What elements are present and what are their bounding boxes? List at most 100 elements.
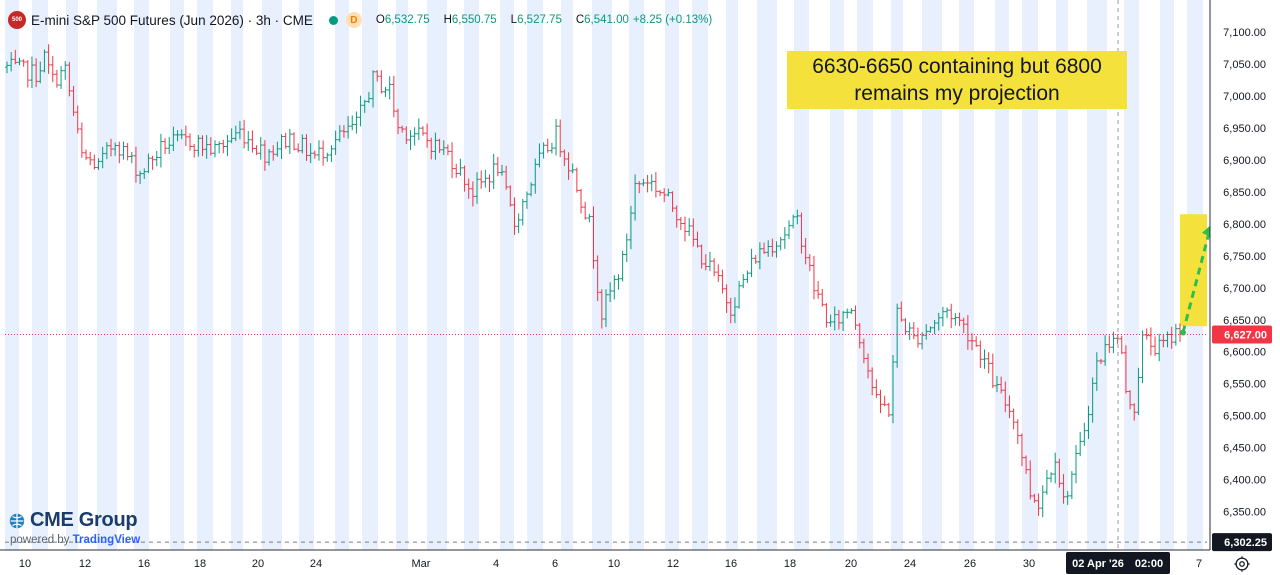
ohlc-low: L6,527.75 — [510, 14, 562, 26]
powered-by-line: powered by TradingView — [10, 534, 140, 546]
x-tick-label: 20 — [252, 558, 264, 570]
ohlc-high: H6,550.75 — [443, 14, 497, 26]
y-axis-panel — [1210, 0, 1280, 575]
x-tick-label: 18 — [784, 558, 796, 570]
session-band — [1160, 0, 1174, 550]
tradingview-text: TradingView — [72, 534, 141, 546]
current-price-tag — [1212, 325, 1272, 344]
session-band — [922, 0, 942, 550]
y-tick-label: 6,650.00 — [1223, 315, 1266, 327]
y-tick-label: 6,950.00 — [1223, 123, 1266, 135]
session-band — [995, 0, 1009, 550]
x-tick-label: 10 — [608, 558, 620, 570]
cme-watermark: CME Group powered by TradingView — [8, 509, 140, 546]
powered-by-text: powered by — [10, 534, 70, 546]
cme-globe-icon — [9, 513, 25, 528]
y-tick-label: 6,850.00 — [1223, 187, 1266, 199]
session-band — [231, 0, 243, 550]
session-band — [500, 0, 514, 550]
chart-legend: 500 E-mini S&P 500 Futures (Jun 2026) · … — [8, 10, 712, 30]
session-band — [1022, 0, 1038, 550]
y-tick-label: 6,350.00 — [1223, 507, 1266, 519]
session-band — [891, 0, 903, 550]
session-band — [464, 0, 479, 550]
y-tick-label: 6,750.00 — [1223, 251, 1266, 263]
session-band — [396, 0, 408, 550]
x-tick-label: 6 — [552, 558, 558, 570]
session-band — [830, 0, 844, 550]
x-tick-label: 12 — [667, 558, 679, 570]
annotation-line-2: remains my projection — [854, 82, 1060, 105]
session-band — [134, 0, 149, 550]
session-band — [527, 0, 543, 550]
annotation-line-1: 6630-6650 containing but 6800 — [812, 55, 1102, 78]
session-band — [427, 0, 447, 550]
x-tick-label: 4 — [493, 558, 499, 570]
session-band — [794, 0, 809, 550]
session-band — [561, 0, 573, 550]
x-tick-label: 20 — [845, 558, 857, 570]
y-tick-label: 7,100.00 — [1223, 27, 1266, 39]
gear-icon[interactable] — [1233, 555, 1251, 573]
session-band — [857, 0, 873, 550]
session-band — [170, 0, 184, 550]
session-band — [5, 0, 19, 550]
crosshair-time-tag — [1066, 552, 1170, 574]
session-band — [1056, 0, 1068, 550]
session-low-tag — [1212, 533, 1272, 552]
x-tick-label: Mar — [412, 558, 431, 570]
ohlc-close: C6,541.00 — [575, 14, 629, 26]
y-tick-label: 6,600.00 — [1223, 347, 1266, 359]
session-band — [692, 0, 708, 550]
session-low-label: 6,302.25 — [1224, 537, 1267, 549]
y-tick-label: 6,500.00 — [1223, 411, 1266, 423]
annotation-note[interactable]: 6630-6650 containing but 6800 remains my… — [787, 51, 1127, 109]
session-band — [197, 0, 213, 550]
y-tick-label: 6,450.00 — [1223, 443, 1266, 455]
x-tick-label: 24 — [310, 558, 322, 570]
session-band — [32, 0, 48, 550]
session-band — [66, 0, 78, 550]
market-status-icon[interactable] — [328, 15, 338, 25]
x-tick-label: 16 — [725, 558, 737, 570]
delayed-data-icon[interactable]: D — [345, 12, 362, 28]
y-tick-label: 6,700.00 — [1223, 283, 1266, 295]
x-tick-label: 7 — [1196, 558, 1202, 570]
cme-brand-text: CME Group — [30, 509, 138, 531]
x-tick-label: 24 — [904, 558, 916, 570]
x-tick-label: 30 — [1023, 558, 1035, 570]
session-band — [665, 0, 679, 550]
x-tick-label: 18 — [194, 558, 206, 570]
projection-arrow — [1181, 232, 1211, 333]
cme-logo: CME Group — [8, 509, 140, 532]
ohlc-open: O6,532.75 — [375, 14, 430, 26]
current-price-label: 6,627.00 — [1224, 329, 1267, 341]
x-tick-label: 16 — [138, 558, 150, 570]
x-tick-label: 10 — [19, 558, 31, 570]
crosshair-time-label: 02:00 — [1135, 558, 1163, 570]
y-tick-label: 7,050.00 — [1223, 59, 1266, 71]
price-change: +8.25 (+0.13%) — [632, 14, 713, 26]
session-band — [97, 0, 117, 550]
session-band — [262, 0, 282, 550]
projection-start-point — [1180, 329, 1186, 336]
session-band — [592, 0, 612, 550]
y-tick-label: 6,900.00 — [1223, 155, 1266, 167]
target-zone — [1180, 214, 1207, 327]
session-band — [757, 0, 777, 550]
sp500-symbol-icon[interactable]: 500 — [8, 11, 26, 29]
session-band — [335, 0, 349, 550]
y-tick-label: 6,400.00 — [1223, 475, 1266, 487]
session-band — [629, 0, 644, 550]
x-tick-label: 12 — [79, 558, 91, 570]
session-band — [726, 0, 738, 550]
session-band — [959, 0, 974, 550]
session-band — [362, 0, 378, 550]
session-band — [1087, 0, 1107, 550]
x-tick-label: 26 — [964, 558, 976, 570]
symbol-title[interactable]: E-mini S&P 500 Futures (Jun 2026) · 3h ·… — [31, 12, 313, 28]
y-tick-label: 7,000.00 — [1223, 91, 1266, 103]
y-tick-label: 6,550.00 — [1223, 379, 1266, 391]
